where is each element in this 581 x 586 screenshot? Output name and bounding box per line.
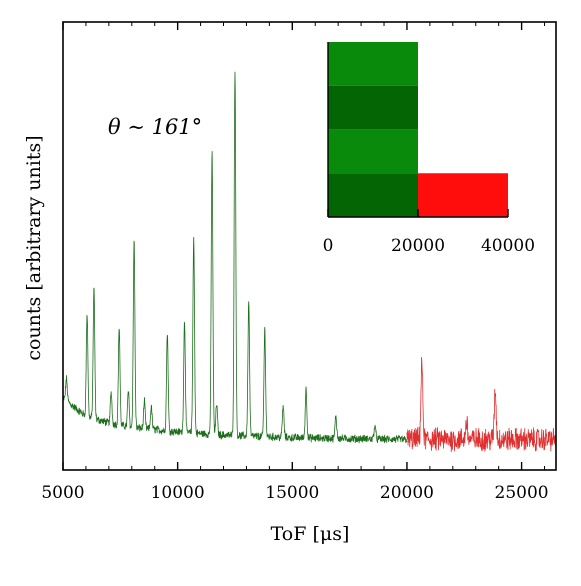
inset-bar-2 [328, 129, 418, 174]
angle-annotation: θ ∼ 161° [108, 115, 202, 139]
inset-bar-0 [328, 42, 418, 86]
x-tick-label-20000: 20000 [380, 483, 434, 503]
series-layer [62, 71, 557, 453]
x-tick-label-5000: 5000 [41, 483, 84, 503]
inset-axes: 0 20000 40000 [323, 42, 535, 256]
main-plot: 5000 10000 15000 20000 25000 [41, 21, 557, 503]
plot-frame [62, 21, 557, 471]
inset-bar-3 [328, 173, 418, 217]
y-axis-title: counts [arbitrary units] [23, 135, 45, 360]
inset-x-tick-label-20000: 20000 [391, 236, 445, 256]
x-tick-label-15000: 15000 [265, 483, 319, 503]
x-tick-label-25000: 25000 [495, 483, 549, 503]
inset-bars [328, 42, 508, 217]
x-tick-label-10000: 10000 [151, 483, 205, 503]
x-ticks: 5000 10000 15000 20000 25000 [41, 22, 549, 503]
inset-x-tick-label-0: 0 [323, 236, 334, 256]
x-axis-title: ToF [μs] [271, 523, 350, 545]
inset-bar-4 [418, 173, 508, 217]
inset-bar-1 [328, 85, 418, 130]
series-line-green [62, 71, 408, 444]
inset-x-tick-label-40000: 40000 [481, 236, 535, 256]
inset-plot: 0 20000 40000 [323, 42, 535, 256]
series-line-red [406, 357, 557, 453]
